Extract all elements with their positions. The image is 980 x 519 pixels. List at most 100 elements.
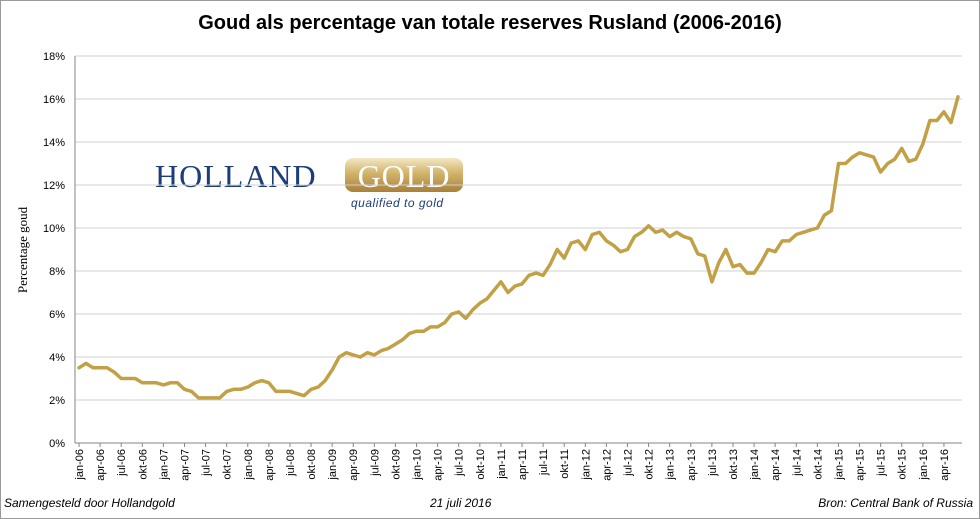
x-tick-label: okt-07 <box>222 449 234 480</box>
data-point <box>436 325 439 329</box>
x-tick-label: jan-06 <box>74 449 86 481</box>
data-point <box>267 381 271 384</box>
logo-gold-text: GOLD <box>357 158 451 194</box>
y-tick-label: 18% <box>43 51 65 63</box>
x-tick-label: okt-12 <box>644 449 656 480</box>
logo-holland-text: HOLLAND <box>155 158 317 194</box>
y-tick-label: 16% <box>43 94 65 106</box>
data-point <box>921 142 925 146</box>
data-point <box>513 284 517 288</box>
x-tick-label: jan-14 <box>749 449 761 481</box>
data-point <box>605 239 608 243</box>
data-point <box>330 368 334 372</box>
data-point <box>499 280 503 283</box>
data-point <box>935 119 939 122</box>
data-point <box>77 366 81 369</box>
x-tick-label: jul-07 <box>201 449 213 477</box>
data-point <box>176 381 179 384</box>
data-point <box>352 353 355 357</box>
data-point <box>703 254 707 258</box>
x-tick-label: apr-11 <box>517 449 529 480</box>
x-tick-label: apr-06 <box>95 449 107 481</box>
data-point <box>84 362 88 365</box>
data-point <box>429 325 432 329</box>
data-point <box>162 383 165 387</box>
data-point <box>640 231 643 234</box>
data-point <box>422 330 425 333</box>
data-point <box>914 158 918 161</box>
data-point <box>134 377 137 380</box>
data-point <box>570 241 573 245</box>
data-point <box>661 228 664 232</box>
chart-title: Goud als percentage van totale reserves … <box>198 12 782 34</box>
data-point <box>112 370 116 374</box>
footer-date: 21 juli 2016 <box>430 496 492 510</box>
data-point <box>612 244 615 247</box>
data-point <box>190 390 193 393</box>
data-point <box>380 349 383 352</box>
data-point <box>253 381 256 384</box>
y-tick-label: 2% <box>49 395 65 407</box>
x-tick-label: okt-08 <box>306 449 318 480</box>
data-point <box>450 312 453 316</box>
gridlines <box>75 55 962 444</box>
x-tick-label: okt-13 <box>728 449 740 480</box>
data-point <box>373 353 376 357</box>
data-point <box>471 308 474 311</box>
x-tick-label: jan-11 <box>496 449 508 480</box>
data-point <box>309 388 313 391</box>
data-point <box>802 231 805 234</box>
data-point <box>534 271 538 275</box>
y-tick-label: 6% <box>49 309 65 321</box>
data-point <box>816 226 819 230</box>
data-point <box>541 274 545 277</box>
data-point <box>795 233 798 236</box>
data-point <box>710 280 714 283</box>
x-tick-label: okt-09 <box>390 449 402 480</box>
x-tick-label: jul-12 <box>622 449 634 477</box>
data-point <box>366 351 369 354</box>
data-point <box>457 310 460 314</box>
x-tick-label: apr-08 <box>264 449 276 481</box>
x-tick-label: okt-11 <box>559 449 571 479</box>
y-tick-label: 4% <box>49 352 65 364</box>
x-axis: jan-06 apr-06 jul-06 okt-06 jan-07 apr-07 jul-… <box>74 442 962 481</box>
data-point <box>928 119 932 122</box>
data-point <box>865 153 868 157</box>
y-tick-label: 0% <box>49 438 65 450</box>
x-tick-label: okt-14 <box>812 449 824 480</box>
x-tick-label: jan-07 <box>158 449 170 481</box>
data-point <box>654 231 657 234</box>
data-point <box>345 351 348 354</box>
x-tick-label: okt-15 <box>897 449 909 480</box>
data-point <box>98 366 102 369</box>
data-point <box>127 377 130 380</box>
x-tick-label: okt-10 <box>475 449 487 480</box>
x-tick-label: apr-09 <box>348 449 360 481</box>
series-layer <box>77 95 960 400</box>
data-point <box>759 261 763 264</box>
footer-source-left: Samengesteld door Hollandgold <box>4 496 175 510</box>
x-tick-label: jul-10 <box>454 449 466 477</box>
data-point <box>949 121 953 124</box>
data-point <box>232 388 235 391</box>
data-point <box>598 231 601 234</box>
x-tick-label: jan-10 <box>412 449 424 481</box>
data-point <box>274 390 278 393</box>
data-point <box>478 302 482 305</box>
data-point <box>204 396 207 400</box>
data-point <box>394 342 397 346</box>
data-point <box>548 263 552 266</box>
data-point <box>295 392 299 395</box>
data-point <box>584 248 587 251</box>
x-tick-label: jul-15 <box>876 449 888 477</box>
x-tick-label: okt-06 <box>137 449 149 480</box>
data-point <box>858 151 861 154</box>
data-point <box>781 239 784 243</box>
data-point <box>696 252 700 255</box>
data-point <box>246 385 249 389</box>
y-tick-label: 8% <box>49 266 65 278</box>
data-point <box>323 379 327 382</box>
logo-tagline: qualified to gold <box>351 196 444 210</box>
x-tick-label: jul-08 <box>285 449 297 477</box>
